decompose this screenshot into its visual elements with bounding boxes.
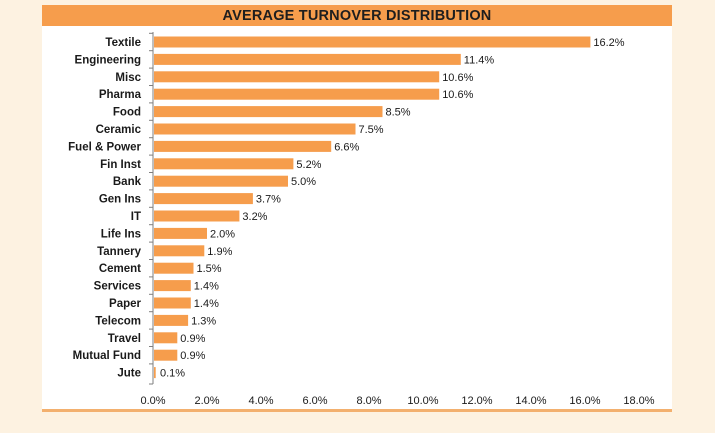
x-tick-label: 14.0% <box>515 395 546 407</box>
bar <box>154 88 440 100</box>
value-label: 5.0% <box>291 176 316 188</box>
bar <box>154 53 461 65</box>
x-tick-label: 10.0% <box>407 395 438 407</box>
value-label: 3.7% <box>256 194 281 206</box>
value-label: 1.9% <box>207 246 232 258</box>
bar <box>154 71 440 83</box>
category-label: Jute <box>117 368 141 380</box>
value-label: 5.2% <box>296 159 321 171</box>
bar <box>154 193 253 205</box>
value-label: 11.4% <box>464 54 495 66</box>
chart-title-bar: AVERAGE TURNOVER DISTRIBUTION <box>42 5 672 26</box>
bar <box>154 210 240 222</box>
bar <box>154 367 156 379</box>
value-label: 1.3% <box>191 315 216 327</box>
category-label: Mutual Fund <box>73 350 141 362</box>
category-label: IT <box>131 211 141 223</box>
bar <box>154 158 294 170</box>
bar <box>154 349 178 361</box>
bar <box>154 280 191 292</box>
category-label: Services <box>94 281 141 293</box>
value-label: 1.4% <box>194 298 219 310</box>
value-label: 2.0% <box>210 228 235 240</box>
x-tick-label: 12.0% <box>461 395 492 407</box>
category-label: Engineering <box>75 54 141 66</box>
category-label: Ceramic <box>96 124 142 136</box>
chart-title: AVERAGE TURNOVER DISTRIBUTION <box>222 7 492 24</box>
category-label: Misc <box>115 72 141 84</box>
bar <box>154 140 332 152</box>
category-label: Paper <box>109 298 141 310</box>
value-label: 0.9% <box>180 350 205 362</box>
category-label: Pharma <box>99 89 142 101</box>
category-label: Gen Ins <box>99 194 141 206</box>
category-label: Life Ins <box>101 228 141 240</box>
category-label: Fuel & Power <box>68 141 141 153</box>
category-label: Tannery <box>97 246 141 258</box>
category-label: Food <box>113 107 141 119</box>
value-label: 10.6% <box>442 89 473 101</box>
value-label: 10.6% <box>442 72 473 84</box>
bar <box>154 245 205 257</box>
value-label: 3.2% <box>242 211 267 223</box>
category-label: Cement <box>99 263 141 275</box>
x-tick-label: 4.0% <box>248 395 273 407</box>
value-label: 16.2% <box>593 37 624 49</box>
x-tick-label: 0.0% <box>140 395 165 407</box>
x-tick-label: 8.0% <box>356 395 381 407</box>
bar <box>154 262 194 274</box>
value-label: 0.9% <box>180 333 205 345</box>
x-tick-label: 18.0% <box>623 395 654 407</box>
bar <box>154 227 207 239</box>
bar <box>154 175 288 187</box>
category-label: Telecom <box>95 315 141 327</box>
bar <box>154 297 191 309</box>
x-tick-label: 16.0% <box>569 395 600 407</box>
bar <box>154 36 591 48</box>
bar <box>154 106 383 118</box>
value-label: 1.4% <box>194 281 219 293</box>
category-label: Travel <box>108 333 141 345</box>
bar <box>154 123 356 135</box>
category-label: Textile <box>105 37 141 49</box>
x-tick-label: 6.0% <box>302 395 327 407</box>
bar <box>154 332 178 344</box>
value-label: 7.5% <box>359 124 384 136</box>
x-tick-label: 2.0% <box>194 395 219 407</box>
value-label: 1.5% <box>197 263 222 275</box>
chart-bottom-rule <box>42 409 672 412</box>
value-label: 6.6% <box>334 141 359 153</box>
category-label: Bank <box>113 176 142 188</box>
value-label: 0.1% <box>160 368 185 380</box>
value-label: 8.5% <box>386 107 411 119</box>
bar <box>154 314 189 326</box>
category-label: Fin Inst <box>100 159 141 171</box>
